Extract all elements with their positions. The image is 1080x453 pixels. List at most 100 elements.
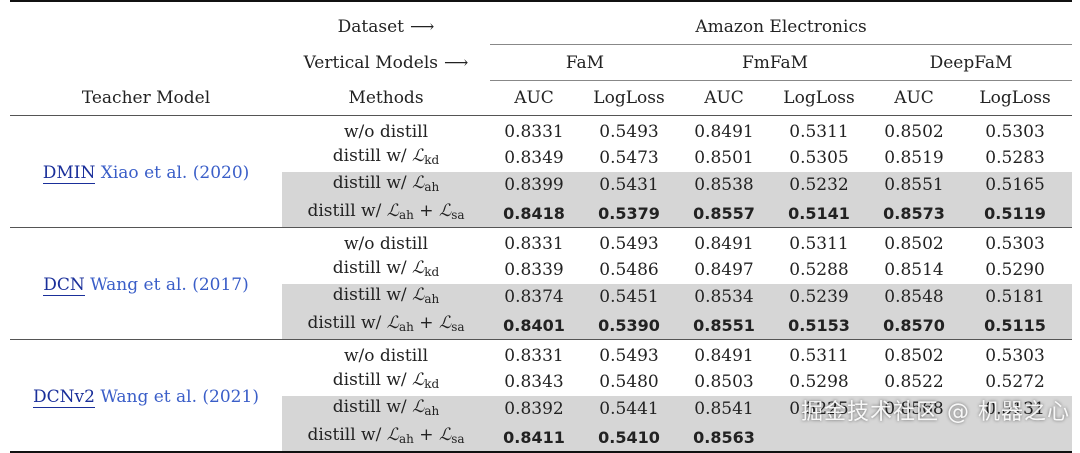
loss-subscript: kd [424, 376, 440, 391]
loss-symbol: ℒ [412, 369, 425, 390]
method-cell: distill w/ ℒkd [282, 369, 490, 397]
value-cell [870, 423, 958, 452]
method-text: + [413, 424, 439, 445]
table-row: distill w/ ℒkd 0.8349 0.5473 0.8501 0.5305 0.… [10, 145, 1072, 173]
value-cell: 0.8401 [490, 311, 578, 340]
value-cell [768, 423, 870, 452]
value-cell: 0.8501 [694, 147, 754, 168]
method-text: distill w/ [332, 285, 413, 305]
table-row: DCN Wang et al. (2017) w/o distill 0.8331 0… [10, 227, 1073, 297]
value-cell: 0.5119 [958, 199, 1073, 228]
value-cell: 0.5431 [578, 172, 680, 200]
method-text: distill w/ [332, 257, 413, 278]
value-cell: 0.5153 [768, 311, 870, 340]
teacher-link[interactable]: DMIN [42, 163, 96, 185]
value-cell: 0.8411 [490, 423, 578, 452]
value-cell: 0.8349 [504, 147, 564, 168]
method-cell: distill w/ ℒkd [282, 145, 490, 173]
teacher-model-header: Teacher Model [81, 87, 211, 108]
value-cell: 0.5493 [599, 122, 659, 142]
value-cell: 0.8502 [884, 234, 944, 254]
methods-header: Methods [348, 87, 424, 108]
loss-symbol: ℒ [438, 424, 452, 445]
value-cell: 0.8522 [884, 371, 944, 392]
value-cell: 0.5493 [599, 234, 659, 254]
model-deepfam: DeepFaM [870, 44, 1073, 81]
teacher-link[interactable]: DCN [43, 275, 85, 297]
value-cell: 0.8519 [884, 147, 944, 168]
value-cell: 0.5165 [958, 172, 1073, 200]
value-cell: 0.5225 [768, 396, 870, 424]
loss-symbol: ℒ [386, 424, 399, 445]
loss-symbol: ℒ [412, 257, 425, 278]
value-cell: 0.5473 [599, 147, 659, 168]
value-cell: 0.5311 [789, 346, 849, 366]
loss-symbol: ℒ [412, 173, 425, 193]
table-row: distill w/ ℒah 0.8392 0.5441 0.8541 0.5225 0.… [10, 396, 1073, 424]
value-cell: 0.5311 [789, 234, 849, 254]
method-text: distill w/ [332, 145, 413, 166]
table-row: DCNv2 Wang et al. (2021) w/o distill 0.833… [10, 339, 1073, 409]
teacher-link[interactable]: DCNv2 [33, 387, 95, 409]
loss-subscript: ah [399, 207, 414, 222]
value-cell: 0.5303 [985, 122, 1045, 142]
loss-symbol: ℒ [438, 200, 452, 221]
value-cell: 0.5311 [789, 122, 849, 142]
results-table: Dataset ⟶ Amazon Electronics Vertical Mod… [10, 0, 1073, 453]
value-cell: 0.5239 [768, 284, 870, 312]
method-cell: distill w/ ℒah + ℒsa [282, 199, 490, 228]
dataset-label: Dataset ⟶ [337, 17, 435, 38]
method-text: + [413, 200, 439, 221]
method-cell: distill w/ ℒkd [282, 257, 490, 285]
method-text: w/o distill [343, 234, 429, 254]
method-text: + [413, 312, 439, 333]
method-cell: distill w/ ℒah [282, 172, 490, 200]
value-cell: 0.5288 [789, 259, 849, 280]
value-cell: 0.8491 [694, 346, 754, 366]
results-body: DMIN Xiao et al. (2020) w/o distill 0.8331… [10, 115, 1073, 452]
results-table-container: Dataset ⟶ Amazon Electronics Vertical Mod… [10, 0, 1073, 453]
value-cell: 0.8573 [870, 199, 958, 228]
metric-header: AUC [514, 88, 554, 108]
value-cell: 0.5181 [958, 284, 1073, 312]
teacher-model-cell: DCNv2 Wang et al. (2021) [10, 340, 282, 453]
value-cell: 0.5305 [789, 147, 849, 168]
value-cell: 0.8503 [694, 371, 754, 392]
value-cell: 0.8343 [504, 371, 564, 392]
value-cell: 0.8538 [680, 172, 768, 200]
citation-link[interactable]: Xiao et al. (2020) [100, 163, 250, 184]
value-cell: 0.5486 [599, 259, 659, 280]
value-cell: 0.5451 [578, 284, 680, 312]
table-row: distill w/ ℒah 0.8399 0.5431 0.8538 0.5232 0.… [10, 172, 1073, 200]
value-cell: 0.5303 [985, 234, 1045, 254]
value-cell: 0.8392 [490, 396, 578, 424]
value-cell: 0.8548 [870, 284, 958, 312]
citation-link[interactable]: Wang et al. (2017) [90, 275, 249, 296]
method-text: distill w/ [307, 200, 387, 221]
header-row-dataset: Dataset ⟶ Amazon Electronics [10, 1, 1073, 45]
value-cell: 0.8331 [504, 122, 564, 142]
loss-symbol: ℒ [438, 312, 452, 333]
model-fmfam: FmFaM [680, 44, 870, 81]
value-cell: 0.8331 [504, 346, 564, 366]
loss-subscript: ah [399, 431, 414, 446]
metric-header: LogLoss [979, 88, 1051, 108]
value-cell: 0.5298 [789, 371, 849, 392]
method-cell: distill w/ ℒah [282, 284, 490, 312]
value-cell: 0.8502 [884, 122, 944, 142]
value-cell: 0.8551 [680, 311, 768, 340]
metric-header: LogLoss [593, 88, 665, 108]
loss-symbol: ℒ [412, 397, 425, 417]
value-cell: 0.5283 [985, 147, 1045, 168]
value-cell: 0.8568 [870, 396, 958, 424]
table-row: distill w/ ℒkd 0.8339 0.5486 0.8497 0.5288 0.… [10, 257, 1072, 285]
citation-link[interactable]: Wang et al. (2021) [100, 387, 259, 408]
method-cell: distill w/ ℒah + ℒsa [282, 311, 490, 340]
loss-subscript: sa [451, 207, 465, 222]
header-row-metrics: Teacher Model Methods AUC LogLoss AUC Lo… [10, 81, 1072, 116]
value-cell: 0.8339 [504, 259, 564, 280]
value-cell: 0.8497 [694, 259, 754, 280]
loss-subscript: sa [451, 319, 465, 334]
teacher-model-cell: DMIN Xiao et al. (2020) [10, 116, 282, 228]
value-cell: 0.8563 [680, 423, 768, 452]
